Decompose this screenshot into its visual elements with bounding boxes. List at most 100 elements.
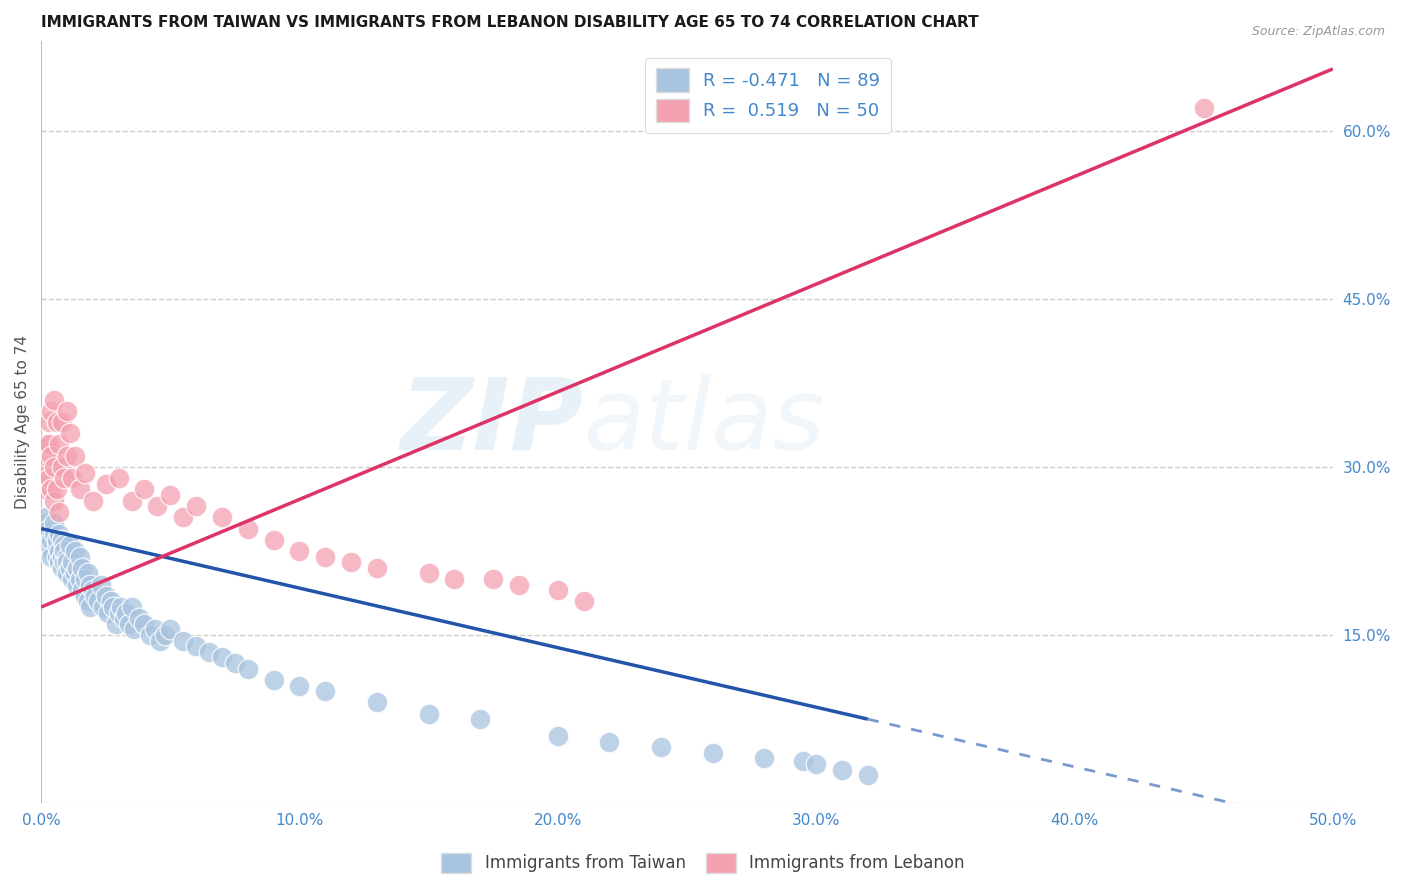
Point — [418, 566, 440, 581]
Point — [236, 522, 259, 536]
Point — [38, 437, 60, 451]
Point — [73, 589, 96, 603]
Point — [60, 555, 83, 569]
Point — [48, 527, 70, 541]
Point — [172, 510, 194, 524]
Point — [69, 572, 91, 586]
Point — [32, 527, 55, 541]
Point — [35, 516, 58, 530]
Point — [121, 600, 143, 615]
Point — [754, 751, 776, 765]
Point — [650, 740, 672, 755]
Point — [103, 600, 125, 615]
Point — [69, 483, 91, 497]
Point — [79, 600, 101, 615]
Point — [58, 538, 80, 552]
Point — [56, 449, 79, 463]
Point — [42, 516, 65, 530]
Legend: Immigrants from Taiwan, Immigrants from Lebanon: Immigrants from Taiwan, Immigrants from … — [434, 847, 972, 880]
Point — [1192, 101, 1215, 115]
Point — [211, 510, 233, 524]
Point — [41, 533, 63, 547]
Point — [51, 459, 73, 474]
Point — [84, 589, 107, 603]
Text: atlas: atlas — [583, 374, 825, 471]
Point — [831, 763, 853, 777]
Point — [48, 544, 70, 558]
Point — [94, 589, 117, 603]
Legend: R = -0.471   N = 89, R =  0.519   N = 50: R = -0.471 N = 89, R = 0.519 N = 50 — [645, 58, 891, 133]
Point — [38, 522, 60, 536]
Point — [508, 577, 530, 591]
Point — [804, 756, 827, 771]
Point — [72, 583, 94, 598]
Point — [66, 561, 89, 575]
Point — [112, 611, 135, 625]
Point — [63, 566, 86, 581]
Point — [53, 555, 76, 569]
Point — [63, 544, 86, 558]
Point — [53, 544, 76, 558]
Point — [76, 566, 98, 581]
Point — [443, 572, 465, 586]
Point — [572, 594, 595, 608]
Point — [89, 577, 111, 591]
Point — [184, 499, 207, 513]
Point — [159, 623, 181, 637]
Point — [38, 538, 60, 552]
Point — [42, 522, 65, 536]
Point — [41, 404, 63, 418]
Point — [58, 561, 80, 575]
Point — [482, 572, 505, 586]
Point — [547, 583, 569, 598]
Point — [547, 729, 569, 743]
Point — [366, 695, 388, 709]
Point — [288, 544, 311, 558]
Point — [94, 476, 117, 491]
Point — [53, 471, 76, 485]
Point — [45, 533, 67, 547]
Point — [45, 549, 67, 564]
Point — [51, 549, 73, 564]
Point — [35, 510, 58, 524]
Point — [211, 650, 233, 665]
Point — [263, 533, 285, 547]
Point — [35, 449, 58, 463]
Point — [66, 577, 89, 591]
Point — [122, 623, 145, 637]
Point — [792, 754, 814, 768]
Point — [73, 466, 96, 480]
Point — [159, 488, 181, 502]
Point — [138, 628, 160, 642]
Point — [418, 706, 440, 721]
Point — [146, 499, 169, 513]
Point — [41, 549, 63, 564]
Point — [72, 561, 94, 575]
Point — [470, 712, 492, 726]
Point — [184, 640, 207, 654]
Point — [143, 623, 166, 637]
Text: ZIP: ZIP — [401, 374, 583, 471]
Point — [53, 538, 76, 552]
Point — [79, 577, 101, 591]
Point — [42, 392, 65, 407]
Point — [60, 471, 83, 485]
Text: Source: ZipAtlas.com: Source: ZipAtlas.com — [1251, 25, 1385, 38]
Point — [105, 616, 128, 631]
Point — [41, 544, 63, 558]
Point — [45, 538, 67, 552]
Point — [41, 449, 63, 463]
Point — [314, 549, 336, 564]
Point — [82, 583, 104, 598]
Point — [198, 645, 221, 659]
Point — [128, 611, 150, 625]
Point — [58, 426, 80, 441]
Point — [702, 746, 724, 760]
Point — [48, 437, 70, 451]
Point — [45, 415, 67, 429]
Point — [42, 527, 65, 541]
Point — [115, 606, 138, 620]
Point — [56, 566, 79, 581]
Point — [856, 768, 879, 782]
Y-axis label: Disability Age 65 to 74: Disability Age 65 to 74 — [15, 335, 30, 509]
